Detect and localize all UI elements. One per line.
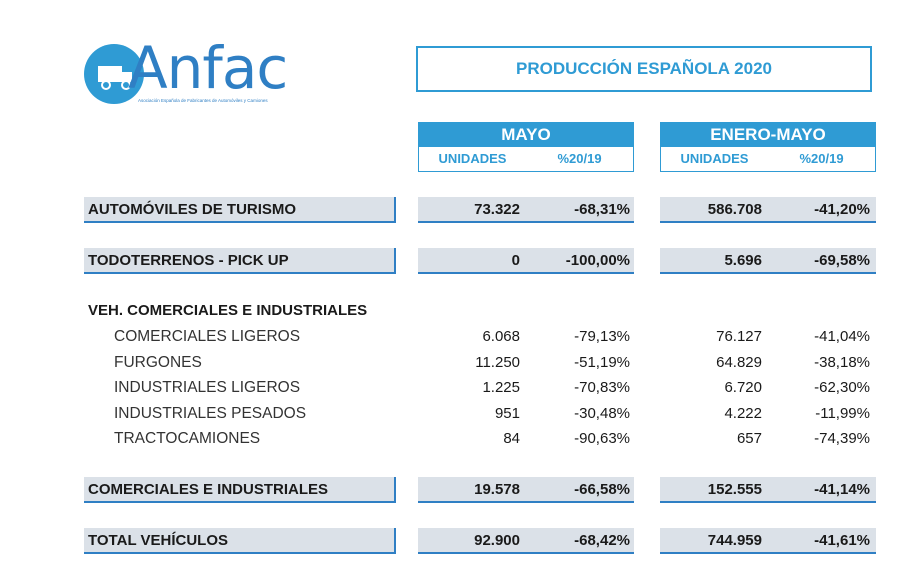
- sub-row-mayo-p: -79,13%: [574, 328, 630, 345]
- row-total-em-p: -41,61%: [814, 532, 870, 549]
- report-title: PRODUCCIÓN ESPAÑOLA 2020: [416, 46, 872, 92]
- header-enero-mayo: ENERO-MAYO UNIDADES %20/19: [660, 122, 876, 172]
- row-turismo-em-bg: [660, 197, 876, 223]
- row-todoterrenos-mayo-bg: [418, 248, 634, 274]
- header-mayo: MAYO UNIDADES %20/19: [418, 122, 634, 172]
- row-comerciales-mayo-u: 19.578: [474, 481, 520, 498]
- sub-row-em-p: -41,04%: [814, 328, 870, 345]
- sub-row-em-p: -74,39%: [814, 430, 870, 447]
- sub-row-mayo-p: -90,63%: [574, 430, 630, 447]
- logo-wordmark: Anfac: [128, 34, 288, 102]
- row-comerciales-em-u: 152.555: [707, 481, 762, 498]
- sub-row-mayo-p: -51,19%: [574, 354, 630, 371]
- sub-row-label: INDUSTRIALES PESADOS: [114, 405, 307, 422]
- row-comerciales-em-bg: [660, 477, 876, 503]
- logo-mark: [84, 44, 144, 104]
- sub-row-em-p: -38,18%: [814, 354, 870, 371]
- row-comerciales-mayo-p: -66,58%: [574, 481, 630, 498]
- sub-row-mayo-u: 84: [503, 430, 520, 447]
- section-veh-comerciales: VEH. COMERCIALES E INDUSTRIALES: [88, 302, 368, 319]
- row-todoterrenos-em-u: 5.696: [724, 252, 762, 269]
- row-todoterrenos-bg: [84, 248, 396, 274]
- row-turismo-label: AUTOMÓVILES DE TURISMO: [88, 201, 297, 218]
- header-em-pct: %20/19: [799, 151, 844, 166]
- sub-row-mayo-u: 1.225: [482, 379, 520, 396]
- sub-row-em-u: 4.222: [724, 405, 762, 422]
- row-todoterrenos-label: TODOTERRENOS - PICK UP: [88, 252, 289, 269]
- row-todoterrenos-mayo-u: 0: [511, 252, 520, 269]
- sub-row-mayo-u: 6.068: [482, 328, 520, 345]
- row-total-em-u: 744.959: [707, 532, 762, 549]
- sub-row-label: INDUSTRIALES LIGEROS: [114, 379, 301, 396]
- sub-row-label: TRACTOCAMIONES: [114, 430, 261, 447]
- logo-subtitle: Asociación Española de Fabricantes de Au…: [138, 98, 268, 103]
- row-turismo-mayo-p: -68,31%: [574, 201, 630, 218]
- row-turismo-mayo-bg: [418, 197, 634, 223]
- sub-row-em-u: 6.720: [724, 379, 762, 396]
- sub-row-mayo-u: 951: [494, 405, 520, 422]
- row-total-label: TOTAL VEHÍCULOS: [88, 532, 229, 549]
- sub-row-em-u: 76.127: [716, 328, 762, 345]
- sub-row-em-u: 64.829: [716, 354, 762, 371]
- sub-row-label: COMERCIALES LIGEROS: [114, 328, 301, 345]
- header-mayo-title: MAYO: [419, 123, 633, 147]
- row-comerciales-label: COMERCIALES E INDUSTRIALES: [88, 481, 329, 498]
- row-turismo-em-u: 586.708: [707, 201, 762, 218]
- row-turismo-mayo-u: 73.322: [474, 201, 520, 218]
- row-todoterrenos-em-bg: [660, 248, 876, 274]
- header-mayo-pct: %20/19: [557, 151, 602, 166]
- row-comerciales-em-p: -41,14%: [814, 481, 870, 498]
- sub-row-em-p: -62,30%: [814, 379, 870, 396]
- row-total-mayo-u: 92.900: [474, 532, 520, 549]
- row-total-bg: [84, 528, 396, 554]
- sub-row-mayo-u: 11.250: [475, 354, 520, 371]
- row-turismo-bg: [84, 197, 396, 223]
- truck-icon: [98, 66, 132, 90]
- row-comerciales-mayo-bg: [418, 477, 634, 503]
- row-total-em-bg: [660, 528, 876, 554]
- row-total-mayo-p: -68,42%: [574, 532, 630, 549]
- sub-row-mayo-p: -30,48%: [574, 405, 630, 422]
- header-enero-mayo-title: ENERO-MAYO: [661, 123, 875, 147]
- row-total-mayo-bg: [418, 528, 634, 554]
- row-todoterrenos-em-p: -69,58%: [814, 252, 870, 269]
- row-comerciales-bg: [84, 477, 396, 503]
- header-em-unidades: UNIDADES: [680, 151, 749, 166]
- row-turismo-em-p: -41,20%: [814, 201, 870, 218]
- sub-row-label: FURGONES: [114, 354, 202, 371]
- row-todoterrenos-mayo-p: -100,00%: [565, 252, 630, 269]
- sub-row-mayo-p: -70,83%: [574, 379, 630, 396]
- header-mayo-unidades: UNIDADES: [438, 151, 507, 166]
- sub-row-em-p: -11,99%: [815, 405, 870, 422]
- sub-row-em-u: 657: [736, 430, 762, 447]
